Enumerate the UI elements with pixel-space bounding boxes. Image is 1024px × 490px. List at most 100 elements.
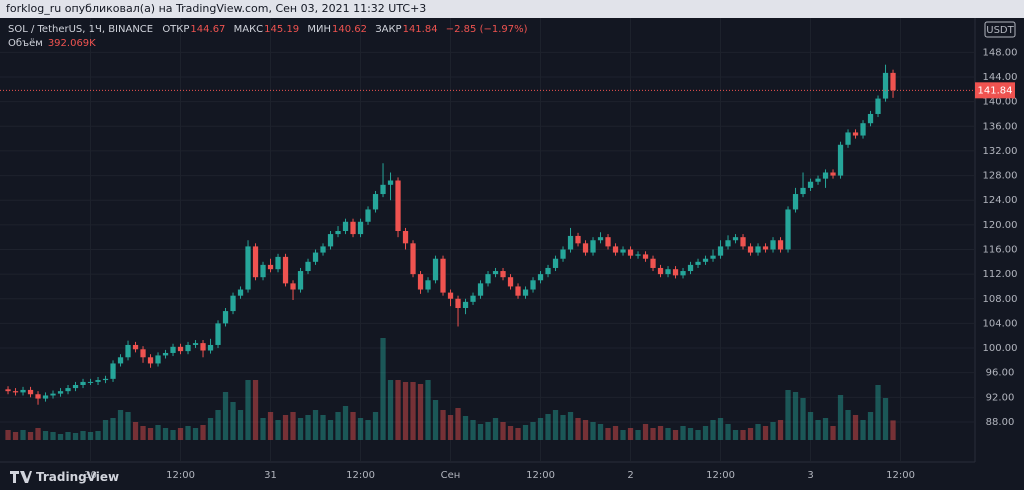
candle-body <box>852 132 859 136</box>
candle-body <box>635 254 641 256</box>
volume-bar <box>80 431 86 440</box>
volume-bar <box>635 430 641 440</box>
volume-bar <box>425 380 431 440</box>
volume-bar <box>320 415 326 440</box>
candle-body <box>282 256 289 284</box>
candle-body <box>822 172 829 179</box>
candle-body <box>657 267 664 275</box>
volume-bar <box>582 420 589 440</box>
y-tick-label: 100.00 <box>983 343 1018 354</box>
candle-body <box>147 357 154 364</box>
y-tick-label: 104.00 <box>983 318 1018 329</box>
x-tick-label: 12:00 <box>166 470 195 481</box>
candle-body <box>485 274 491 284</box>
y-tick-label: 96.00 <box>986 368 1015 379</box>
candle-body <box>492 271 499 275</box>
volume-bar <box>680 426 686 440</box>
candle-body <box>335 231 341 235</box>
volume-bar <box>702 426 709 440</box>
candle-body <box>5 389 11 392</box>
low-label: МИН <box>307 24 331 35</box>
volume-bar <box>230 402 236 440</box>
candle-body <box>725 240 731 247</box>
volume-bar <box>792 392 799 440</box>
candle-body <box>875 98 881 114</box>
candle-body <box>560 249 566 259</box>
volume-bar <box>260 418 266 440</box>
open-label: ОТКР <box>162 24 190 35</box>
volume-bar <box>207 418 214 440</box>
volume-bar <box>402 382 409 440</box>
volume-bar <box>552 410 559 440</box>
volume-bar <box>297 418 304 440</box>
volume-bar <box>155 425 161 440</box>
candle-body <box>890 72 896 91</box>
candle-body <box>710 255 716 259</box>
candle-body <box>350 221 356 235</box>
volume-bar <box>117 410 124 440</box>
volume-bar <box>567 412 574 440</box>
x-tick-label: 3 <box>807 470 813 481</box>
x-tick-label: 2 <box>627 470 633 481</box>
volume-bar <box>185 426 191 440</box>
volume-bar <box>50 432 56 440</box>
volume-bar <box>65 432 71 440</box>
volume-bar <box>140 426 146 440</box>
volume-bar <box>725 424 731 440</box>
x-tick-label: 12:00 <box>346 470 375 481</box>
candle-body <box>95 380 101 382</box>
volume-bar <box>717 418 724 440</box>
volume-bar <box>590 422 596 440</box>
candle-body <box>860 123 866 136</box>
x-tick-label: 12:00 <box>706 470 735 481</box>
candle-body <box>297 271 304 290</box>
x-tick-label: 12:00 <box>886 470 915 481</box>
volume-bar <box>695 430 701 440</box>
x-tick-label: 30 <box>84 470 97 481</box>
candle-body <box>357 221 364 235</box>
grid <box>0 18 975 462</box>
candle-body <box>72 385 79 389</box>
volume-bar <box>380 338 386 440</box>
candle-body <box>162 352 169 356</box>
volume-bar <box>267 412 274 440</box>
volume-bar <box>440 410 446 440</box>
candle-body <box>800 187 806 195</box>
volume-bar <box>387 380 394 440</box>
volume-bar <box>462 416 469 440</box>
candle-body <box>200 343 206 351</box>
candle-body <box>777 240 784 250</box>
candle-body <box>267 264 274 270</box>
candle-body <box>522 289 529 296</box>
candle-body <box>785 209 791 250</box>
close-label: ЗАКР <box>375 24 402 35</box>
legend-row: SOL / TetherUS, 1Ч, BINANCE ОТКР144.67 М… <box>8 23 533 37</box>
volume-bar <box>860 420 866 440</box>
volume-bar <box>597 424 604 440</box>
candle-body <box>830 172 836 176</box>
y-tick-label: 148.00 <box>983 47 1018 58</box>
candle-body <box>20 389 26 393</box>
volume-bar <box>350 412 356 440</box>
volume-bar <box>215 410 221 440</box>
candle-body <box>65 388 71 392</box>
volume-bar <box>492 418 499 440</box>
volume-bar <box>822 418 829 440</box>
publisher-bar: forklog_ru опубликовал(а) на TradingView… <box>0 0 1024 18</box>
volume-bar <box>755 424 761 440</box>
candle-body <box>455 298 461 309</box>
candle-body <box>717 246 724 256</box>
y-tick-label: 124.00 <box>983 195 1018 206</box>
volume-bar <box>312 410 319 440</box>
candle-body <box>845 132 851 145</box>
candle-body <box>312 252 319 262</box>
volume-bar <box>762 426 769 440</box>
volume-bar <box>252 380 259 440</box>
volume-bar <box>237 410 244 440</box>
volume-bar <box>95 431 101 440</box>
volume-value: 392.069K <box>47 38 96 49</box>
candle-body <box>252 246 259 278</box>
volume-bar <box>575 418 581 440</box>
candle-body <box>770 240 776 250</box>
